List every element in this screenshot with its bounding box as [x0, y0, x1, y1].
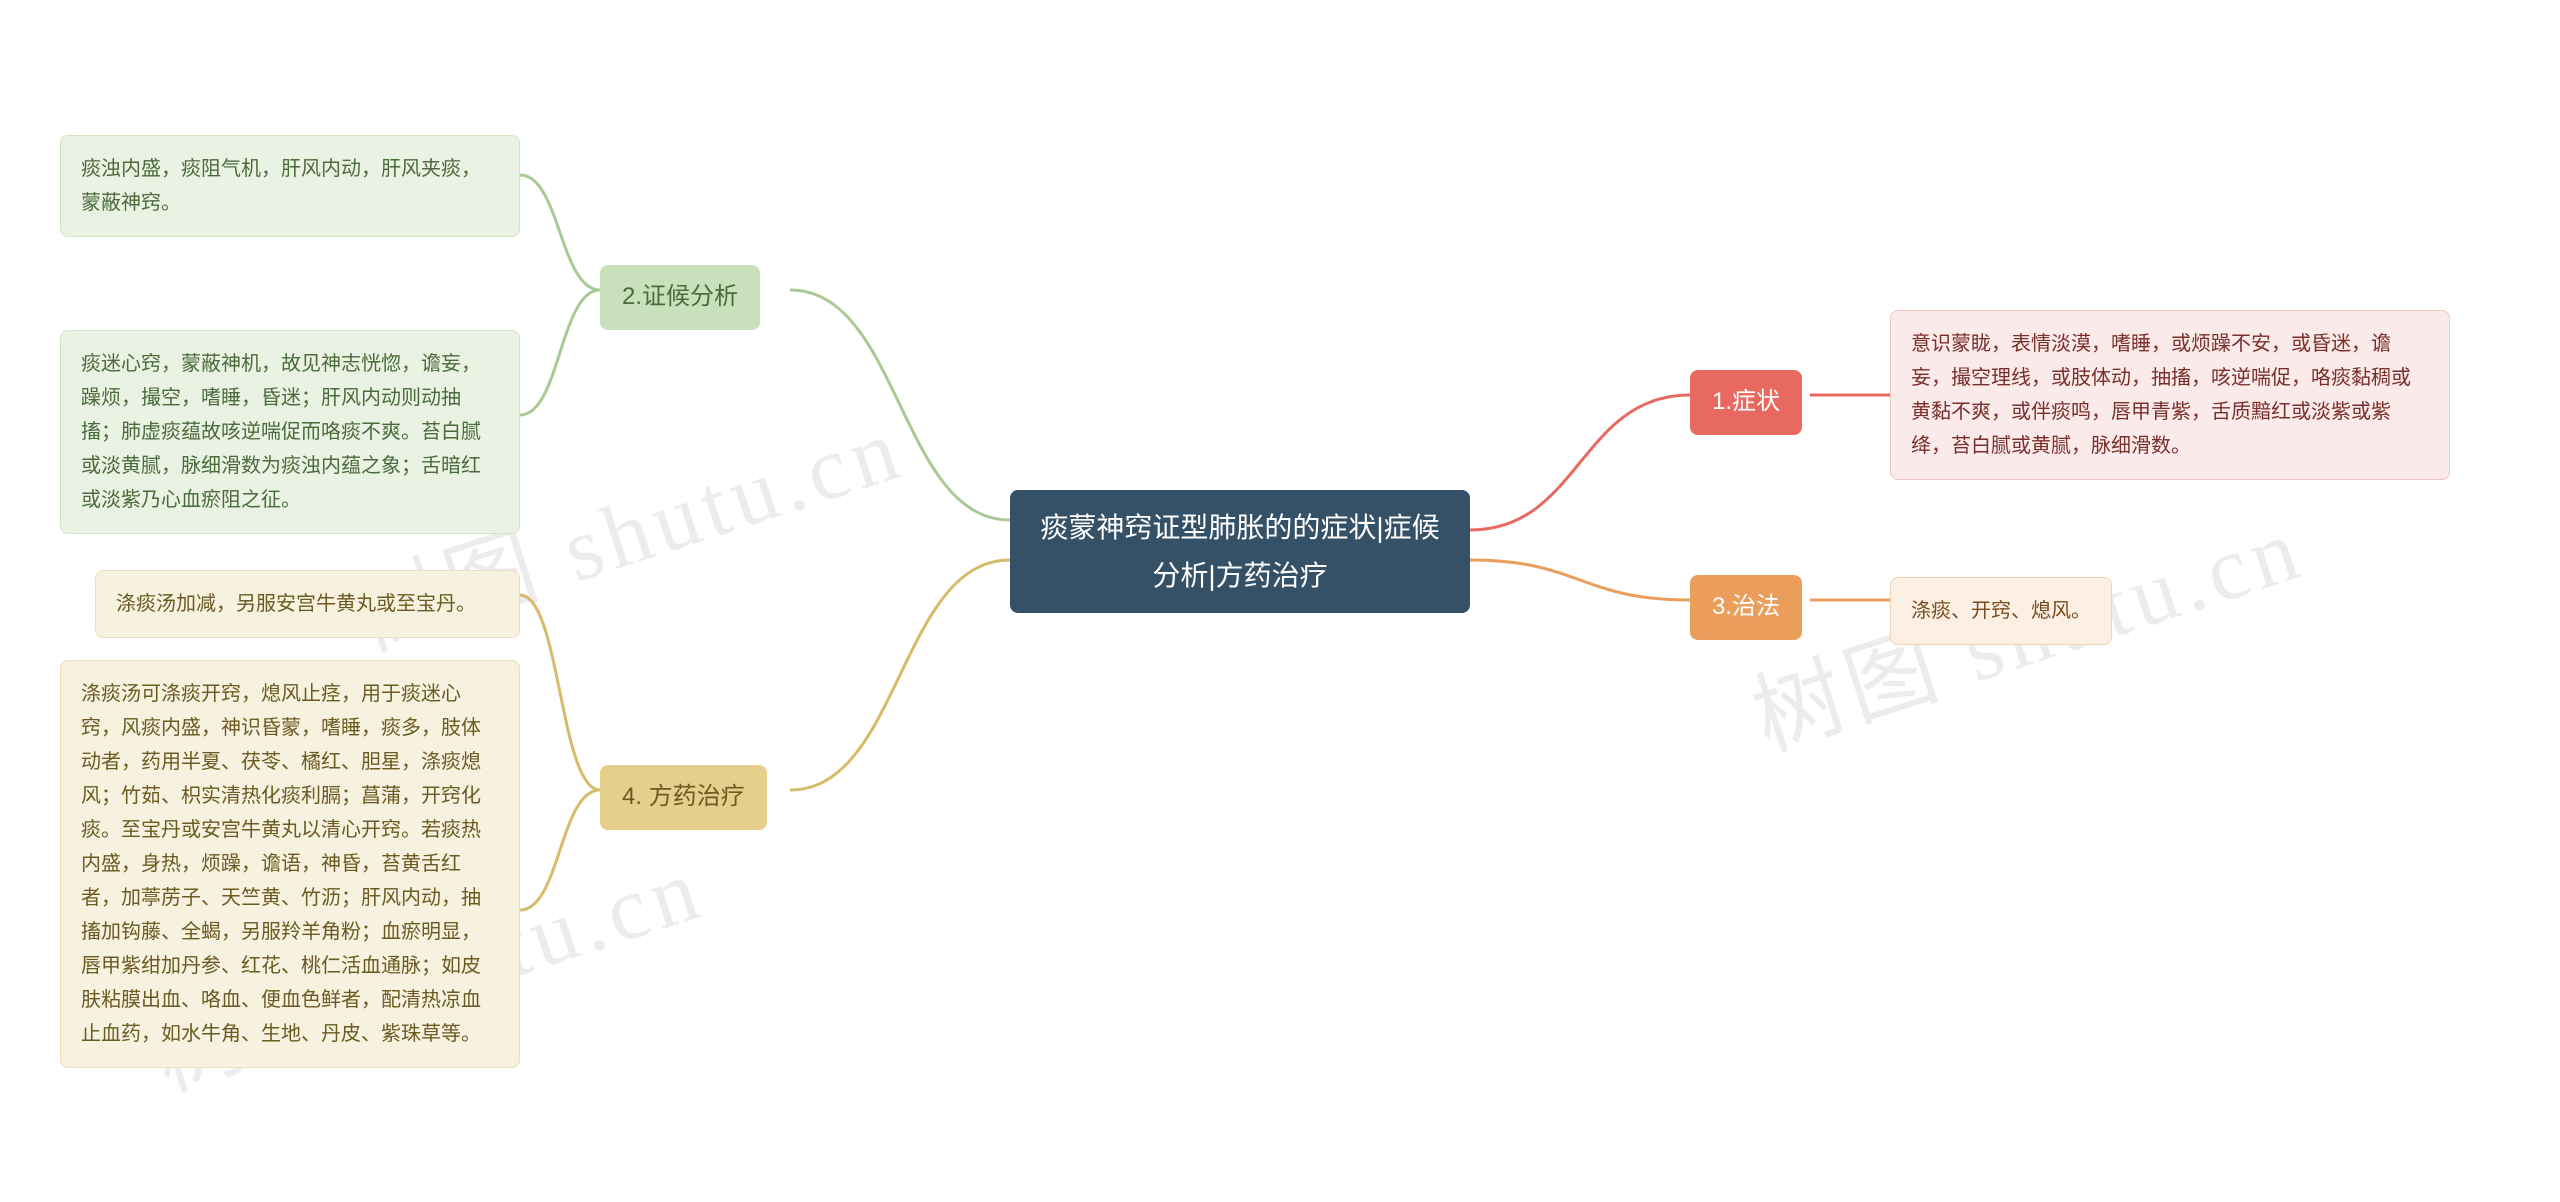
branch-label: 4. 方药治疗: [622, 783, 745, 810]
branch-label: 1.症状: [1712, 388, 1780, 415]
leaf-treatment-method-1: 涤痰、开窍、熄风。: [1890, 577, 2112, 645]
branch-label: 2.证候分析: [622, 283, 738, 310]
leaf-text: 痰浊内盛，痰阻气机，肝风内动，肝风夹痰，蒙蔽神窍。: [81, 158, 481, 214]
root-text: 痰蒙神窍证型肺胀的的症状|症候分析|方药治疗: [1040, 512, 1439, 591]
leaf-text: 涤痰、开窍、熄风。: [1911, 600, 2091, 622]
branch-syndrome-analysis: 2.证候分析: [600, 265, 760, 330]
leaf-herbal-2: 涤痰汤可涤痰开窍，熄风止痉，用于痰迷心窍，风痰内盛，神识昏蒙，嗜睡，痰多，肢体动…: [60, 660, 520, 1068]
branch-symptoms: 1.症状: [1690, 370, 1802, 435]
leaf-syndrome-1: 痰浊内盛，痰阻气机，肝风内动，肝风夹痰，蒙蔽神窍。: [60, 135, 520, 237]
leaf-text: 涤痰汤加减，另服安宫牛黄丸或至宝丹。: [116, 593, 476, 615]
leaf-syndrome-2: 痰迷心窍，蒙蔽神机，故见神志恍惚，谵妄，躁烦，撮空，嗜睡，昏迷；肝风内动则动抽搐…: [60, 330, 520, 534]
leaf-text: 意识蒙眬，表情淡漠，嗜睡，或烦躁不安，或昏迷，谵妄，撮空理线，或肢体动，抽搐，咳…: [1911, 333, 2411, 457]
leaf-symptoms-1: 意识蒙眬，表情淡漠，嗜睡，或烦躁不安，或昏迷，谵妄，撮空理线，或肢体动，抽搐，咳…: [1890, 310, 2450, 480]
leaf-herbal-1: 涤痰汤加减，另服安宫牛黄丸或至宝丹。: [95, 570, 520, 638]
branch-label: 3.治法: [1712, 593, 1780, 620]
leaf-text: 痰迷心窍，蒙蔽神机，故见神志恍惚，谵妄，躁烦，撮空，嗜睡，昏迷；肝风内动则动抽搐…: [81, 353, 481, 511]
root-node: 痰蒙神窍证型肺胀的的症状|症候分析|方药治疗: [1010, 490, 1470, 613]
branch-herbal-treatment: 4. 方药治疗: [600, 765, 767, 830]
leaf-text: 涤痰汤可涤痰开窍，熄风止痉，用于痰迷心窍，风痰内盛，神识昏蒙，嗜睡，痰多，肢体动…: [81, 683, 481, 1045]
branch-treatment-method: 3.治法: [1690, 575, 1802, 640]
